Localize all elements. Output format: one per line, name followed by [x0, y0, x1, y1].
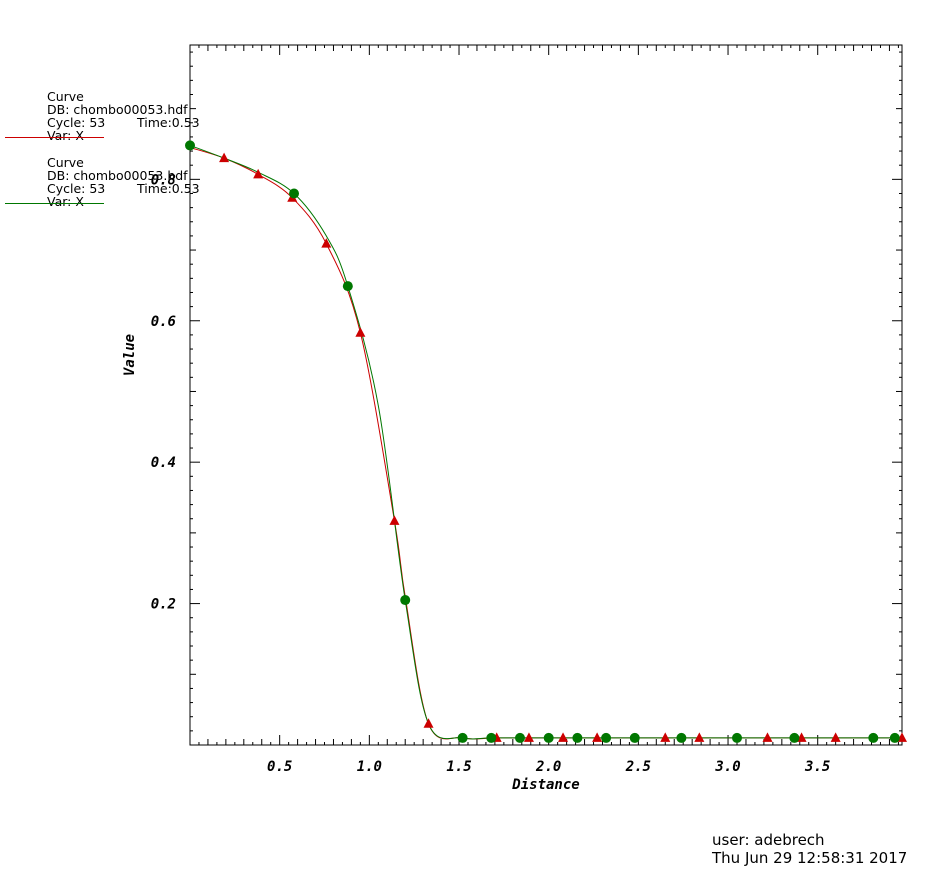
series-1-marker — [219, 152, 230, 163]
legend-swatch-red — [5, 137, 104, 138]
series-1-marker — [660, 732, 671, 742]
x-tick-label: 3.5 — [804, 759, 830, 775]
axis-tick-labels: 0.5 1.0 1.5 2.0 2.5 3.0 3.5 0.2 0.4 0.6 0.8 — [151, 172, 831, 775]
y-axis-label: Value — [122, 334, 138, 376]
series-1-marker — [762, 732, 773, 742]
series-2-marker — [676, 732, 687, 743]
series-2-marker — [889, 732, 900, 743]
series-2-marker — [789, 732, 800, 743]
y-tick-label: 0.4 — [151, 455, 176, 471]
series-line-2 — [189, 144, 902, 740]
series-1-marker — [355, 327, 366, 337]
legend-variable: Var: X — [47, 194, 84, 209]
legend-time: Time:0.53 — [137, 115, 200, 130]
series-2-marker — [601, 732, 612, 743]
series-1-marker — [253, 168, 264, 179]
series-1-marker — [423, 718, 434, 728]
legend-database: DB: chombo00053.hdf — [47, 168, 188, 183]
series-1-marker — [830, 732, 841, 742]
x-tick-label: 2.0 — [535, 759, 561, 775]
series-2-marker — [185, 140, 195, 151]
y-tick-label: 0.8 — [151, 172, 176, 188]
series-2-marker — [572, 732, 583, 743]
series-2-marker — [868, 732, 879, 743]
series-1-marker — [523, 732, 534, 742]
series-2-marker — [629, 732, 640, 743]
axis-ticks — [189, 45, 902, 746]
legend-entry-2: Curve DB: chombo00053.hdf Cycle: 53 Time… — [47, 155, 200, 209]
timestamp: Thu Jun 29 12:58:31 2017 — [712, 849, 908, 867]
legend-database: DB: chombo00053.hdf — [47, 102, 188, 117]
legend-cycle: Cycle: 53 — [47, 181, 106, 196]
x-tick-label: 1.5 — [446, 759, 471, 775]
series-1-marker — [389, 515, 400, 525]
legend-plot-type: Curve — [47, 89, 84, 104]
legend-cycle: Cycle: 53 — [47, 115, 106, 130]
series-1-marker — [558, 732, 569, 742]
series-2-marker — [514, 732, 525, 743]
series-2-marker — [486, 732, 497, 743]
legend-entry-1: Curve DB: chombo00053.hdf Cycle: 53 Time… — [47, 89, 200, 143]
series-2-marker — [342, 281, 353, 292]
x-tick-label: 0.5 — [267, 759, 292, 775]
user-name: user: adebrech — [712, 831, 825, 849]
y-tick-label: 0.6 — [151, 314, 176, 330]
series-2-marker — [543, 732, 554, 743]
legend-plot-type: Curve — [47, 155, 84, 170]
series-1-marker — [592, 732, 603, 742]
x-axis-label: Distance — [511, 777, 579, 793]
plot-area-frame — [189, 44, 903, 746]
legend-time: Time:0.53 — [137, 181, 200, 196]
series-line-1 — [189, 147, 902, 740]
series-2-marker — [400, 595, 411, 606]
series-2-marker — [289, 188, 300, 199]
y-tick-label: 0.2 — [151, 597, 176, 613]
curves — [189, 144, 902, 740]
legend-swatch-green — [5, 203, 104, 204]
curve-markers — [185, 140, 907, 743]
user-info: user: adebrech Thu Jun 29 12:58:31 2017 — [712, 831, 907, 867]
x-tick-label: 1.0 — [357, 759, 382, 775]
x-tick-label: 3.0 — [714, 759, 740, 775]
series-2-marker — [732, 732, 743, 743]
series-2-marker — [457, 732, 468, 743]
series-1-marker — [321, 238, 332, 248]
x-tick-label: 2.5 — [625, 759, 651, 775]
series-1-marker — [694, 732, 705, 742]
legend-variable: Var: X — [47, 128, 84, 143]
